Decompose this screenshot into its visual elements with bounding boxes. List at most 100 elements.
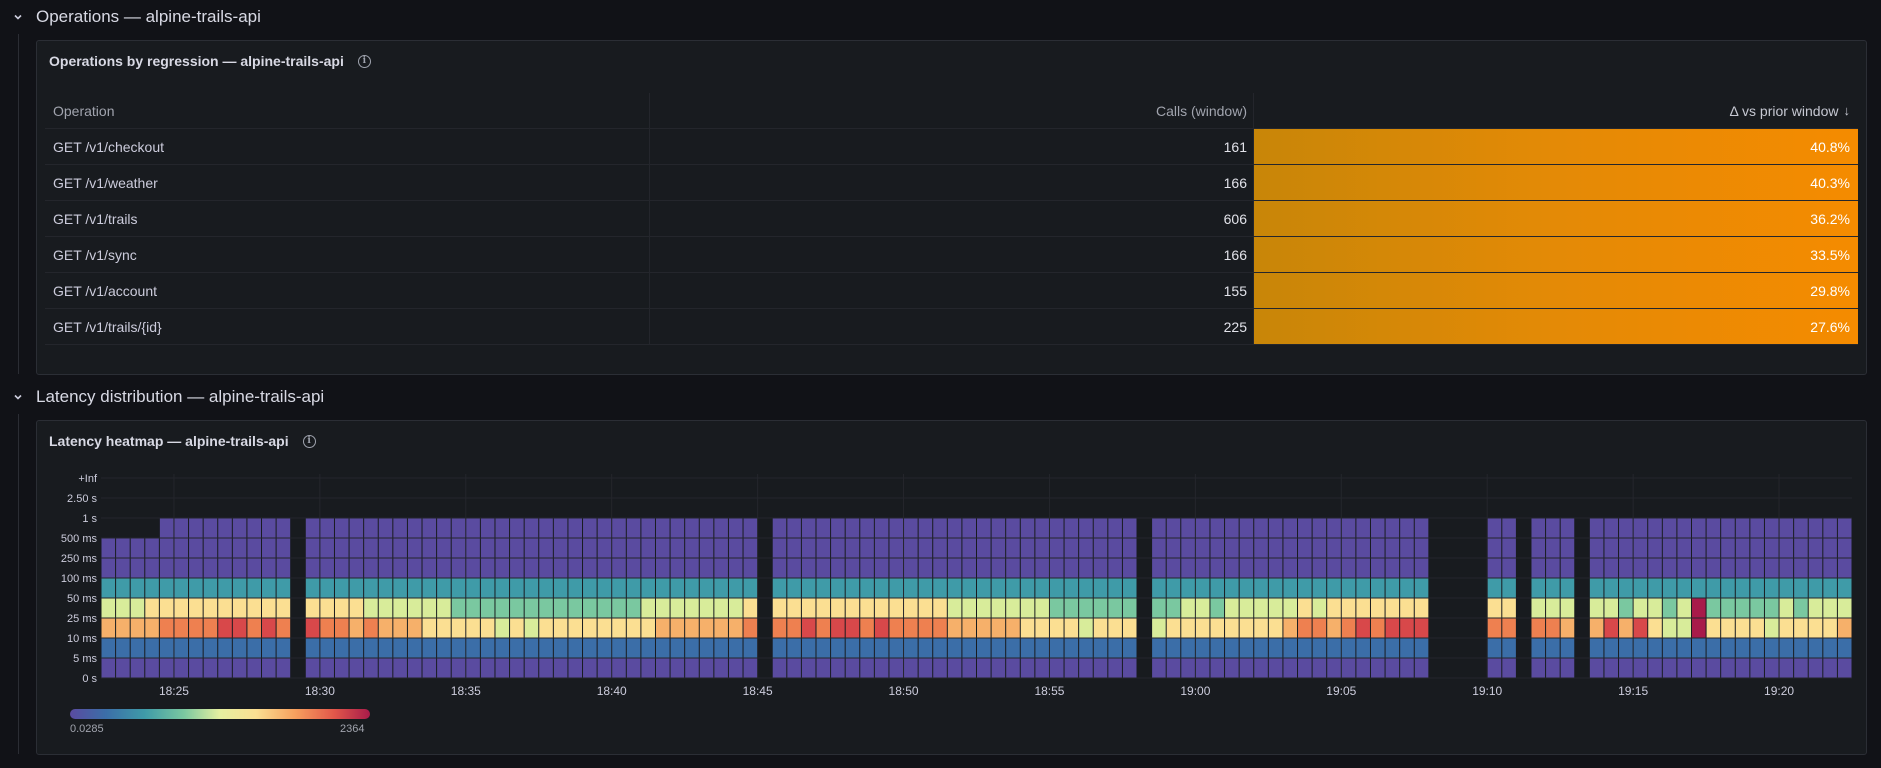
table-row[interactable]: GET /v1/weather 166 40.3% [45, 165, 1858, 201]
heatmap-cell [159, 598, 174, 618]
heatmap-cell [845, 538, 860, 558]
chevron-down-icon[interactable] [8, 392, 28, 402]
heatmap-cell [641, 658, 655, 678]
heatmap-cell [714, 598, 728, 618]
heatmap-cell [1312, 658, 1327, 678]
heatmap-cell [947, 638, 962, 658]
heatmap-cell [655, 618, 670, 638]
heatmap-cell [130, 578, 145, 598]
heatmap-cell [1400, 538, 1414, 558]
heatmap-cell [874, 518, 889, 538]
heatmap-cell [699, 558, 714, 578]
heatmap-cell [1487, 638, 1502, 658]
heatmap-cell [378, 638, 393, 658]
heatmap-cell [845, 518, 860, 538]
operations-table: Operation Calls (window) Δ vs prior wind… [45, 93, 1858, 345]
table-row[interactable]: GET /v1/sync 166 33.5% [45, 237, 1858, 273]
heatmap-cell [1166, 598, 1181, 618]
heatmap-cell [1181, 558, 1195, 578]
heatmap-cell [320, 638, 334, 658]
heatmap-cell [305, 518, 320, 538]
heatmap-cell [320, 518, 334, 538]
heatmap-cell [364, 638, 378, 658]
heatmap-cell [1006, 618, 1020, 638]
heatmap-cell [101, 538, 116, 558]
heatmap-cell [1341, 618, 1356, 638]
heatmap-cell [889, 558, 904, 578]
delta-bar-cell: 40.8% [1254, 129, 1858, 164]
section-divider [18, 414, 19, 754]
heatmap-cell [1619, 638, 1633, 658]
heatmap-cell [407, 558, 422, 578]
info-icon[interactable]: i [357, 54, 371, 68]
heatmap-cell [655, 598, 670, 618]
heatmap-cell [1254, 578, 1268, 598]
heatmap-cell [1370, 638, 1385, 658]
heatmap-cell [130, 618, 145, 638]
heatmap-cell [524, 618, 539, 638]
heatmap-cell [874, 558, 889, 578]
operation-cell: GET /v1/sync [45, 237, 650, 272]
heatmap-cell [962, 598, 976, 618]
heatmap-cell [670, 558, 685, 578]
heatmap-cell [1298, 578, 1312, 598]
heatmap-cell [1794, 558, 1808, 578]
heatmap-cell [1239, 518, 1254, 538]
heatmap-cell [889, 538, 904, 558]
column-header-operation[interactable]: Operation [45, 93, 650, 128]
heatmap-cell [101, 598, 116, 618]
heatmap-cell [685, 618, 699, 638]
x-axis-label: 19:00 [1180, 684, 1210, 698]
heatmap-cell [743, 518, 758, 538]
heatmap-cell [1691, 558, 1706, 578]
heatmap-cell [612, 658, 626, 678]
heatmap-cell [553, 658, 568, 678]
heatmap-cell [874, 578, 889, 598]
heatmap-cell [1385, 638, 1400, 658]
column-header-calls[interactable]: Calls (window) [650, 93, 1254, 128]
heatmap-cell [1735, 518, 1750, 538]
heatmap-cell [510, 618, 524, 638]
panel-title[interactable]: Operations by regression — alpine-trails… [49, 41, 371, 81]
info-icon[interactable]: i [302, 434, 316, 448]
heatmap-cell [1721, 618, 1735, 638]
heatmap-cell [1619, 538, 1633, 558]
heatmap-cell [889, 618, 904, 638]
heatmap-cell [1108, 658, 1122, 678]
heatmap-cell [1560, 518, 1575, 538]
table-row[interactable]: GET /v1/trails 606 36.2% [45, 201, 1858, 237]
heatmap-cell [437, 518, 451, 538]
heatmap-cell [334, 658, 349, 678]
heatmap-cell [1166, 578, 1181, 598]
table-row[interactable]: GET /v1/trails/{id} 225 27.6% [45, 309, 1858, 345]
heatmap-cell [1750, 658, 1764, 678]
heatmap-cell [1283, 618, 1298, 638]
heatmap-cell [1414, 538, 1429, 558]
heatmap-cell [787, 558, 801, 578]
table-row[interactable]: GET /v1/account 155 29.8% [45, 273, 1858, 309]
heatmap-cell [583, 558, 597, 578]
heatmap-cell [539, 578, 553, 598]
heatmap-cell [1750, 598, 1764, 618]
heatmap-cell [699, 658, 714, 678]
heatmap-cell [1064, 598, 1079, 618]
heatmap-cell [349, 658, 364, 678]
section-header-operations[interactable]: Operations — alpine-trails-api [0, 0, 261, 34]
heatmap-cell [553, 578, 568, 598]
heatmap-cell [743, 578, 758, 598]
heatmap-cell [232, 538, 247, 558]
heatmap-cell [1006, 658, 1020, 678]
chevron-down-icon[interactable] [8, 12, 28, 22]
section-header-latency[interactable]: Latency distribution — alpine-trails-api [0, 380, 324, 414]
heatmap-cell [1093, 638, 1108, 658]
column-header-delta[interactable]: Δ vs prior window ↓ [1729, 102, 1850, 119]
heatmap-cell [728, 638, 743, 658]
heatmap-cell [874, 538, 889, 558]
latency-heatmap[interactable]: 0 s 5 ms 10 ms 25 ms 50 ms 100 ms 250 ms 500 ms… [37, 421, 1867, 754]
heatmap-cell [539, 658, 553, 678]
table-row[interactable]: GET /v1/checkout 161 40.8% [45, 129, 1858, 165]
calls-cell: 155 [650, 273, 1254, 308]
panel-title[interactable]: Latency heatmap — alpine-trails-api i [49, 421, 316, 461]
heatmap-cell [1312, 538, 1327, 558]
heatmap-cell [743, 558, 758, 578]
